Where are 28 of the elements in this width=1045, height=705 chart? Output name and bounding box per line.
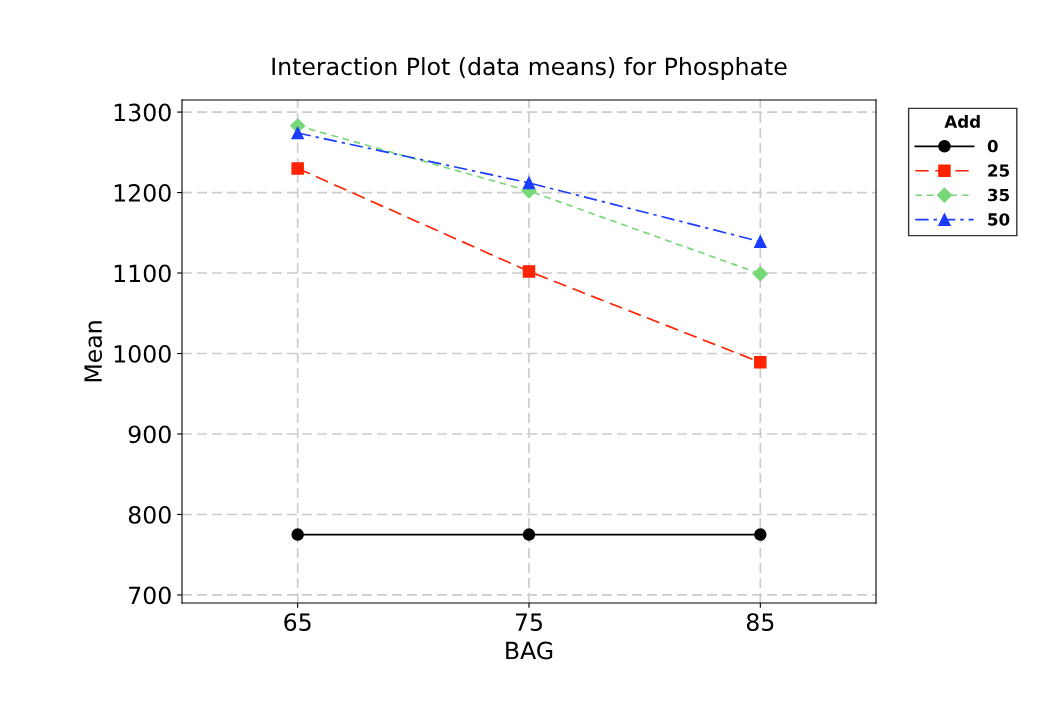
point	[754, 235, 767, 248]
legend-label: 50	[988, 213, 1010, 226]
point	[291, 162, 304, 175]
point	[291, 528, 304, 541]
legend-title: Add	[944, 115, 980, 128]
point	[522, 176, 536, 190]
point	[754, 356, 767, 369]
x-tick-label: 75	[515, 613, 542, 631]
y-tick-label: 700	[129, 586, 171, 605]
point	[522, 265, 536, 278]
x-axis-title: BAG	[506, 641, 553, 660]
legend-label: 25	[988, 164, 1009, 177]
x-tick-label: 65	[284, 613, 311, 631]
legend-label: 0	[987, 139, 998, 153]
y-axis-title: Mean	[84, 321, 103, 382]
y-tick-label: 1200	[114, 184, 171, 202]
y-tick-label: 1300	[114, 103, 171, 122]
point	[752, 266, 768, 282]
y-tick-label: 1100	[114, 264, 171, 283]
point	[291, 126, 304, 140]
x-tick-label: 85	[746, 613, 774, 631]
legend-label: 35	[988, 188, 1009, 202]
y-tick-label: 800	[128, 505, 171, 524]
point	[754, 528, 767, 541]
y-tick-label: 1000	[114, 344, 171, 363]
y-tick-label: 900	[128, 425, 171, 444]
point	[522, 528, 536, 541]
chart-title: Interaction Plot (data means) for Phosphate	[272, 57, 787, 80]
